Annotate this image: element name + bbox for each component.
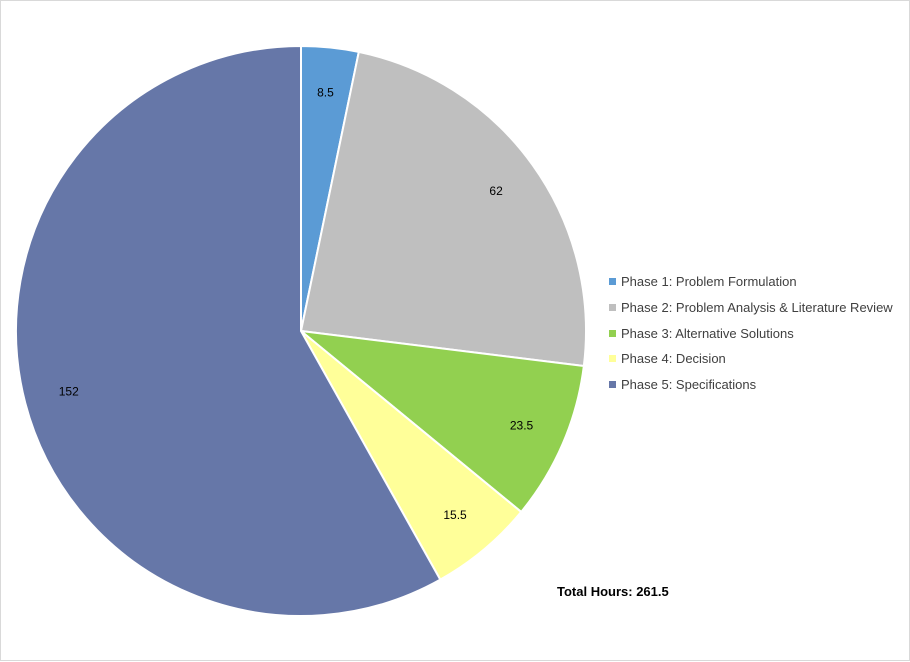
legend-item-phase-2: Phase 2: Problem Analysis & Literature R… bbox=[609, 295, 893, 321]
legend-swatch bbox=[609, 329, 616, 337]
pie-slice-phase-5 bbox=[15, 44, 442, 617]
legend-label: Phase 3: Alternative Solutions bbox=[621, 325, 794, 341]
slice-value-label-phase-5: 152 bbox=[59, 385, 79, 399]
slice-value-label-phase-4: 15.5 bbox=[443, 508, 467, 522]
legend-label: Phase 1: Problem Formulation bbox=[621, 274, 797, 290]
legend-label: Phase 5: Specifications bbox=[621, 377, 757, 393]
legend-label: Phase 2: Problem Analysis & Literature R… bbox=[621, 300, 893, 316]
legend-item-phase-4: Phase 4: Decision bbox=[609, 346, 893, 372]
legend-swatch bbox=[609, 304, 616, 312]
pie-slice-phase-3 bbox=[297, 329, 585, 514]
legend-item-phase-3: Phase 3: Alternative Solutions bbox=[609, 320, 893, 346]
legend-item-phase-1: Phase 1: Problem Formulation bbox=[609, 269, 893, 295]
legend-label: Phase 4: Decision bbox=[621, 351, 726, 367]
legend-swatch bbox=[609, 381, 616, 389]
slice-value-label-phase-3: 23.5 bbox=[510, 419, 534, 433]
slice-value-label-phase-1: 8.5 bbox=[317, 85, 334, 99]
slice-value-label-phase-2: 62 bbox=[489, 184, 503, 198]
legend-swatch bbox=[609, 355, 616, 363]
total-hours-annotation: Total Hours: 261.5 bbox=[557, 584, 669, 599]
legend: Phase 1: Problem Formulation Phase 2: Pro… bbox=[609, 269, 893, 397]
legend-swatch bbox=[609, 278, 616, 286]
legend-item-phase-5: Phase 5: Specifications bbox=[609, 372, 893, 398]
pie-slice-phase-2 bbox=[299, 50, 587, 368]
